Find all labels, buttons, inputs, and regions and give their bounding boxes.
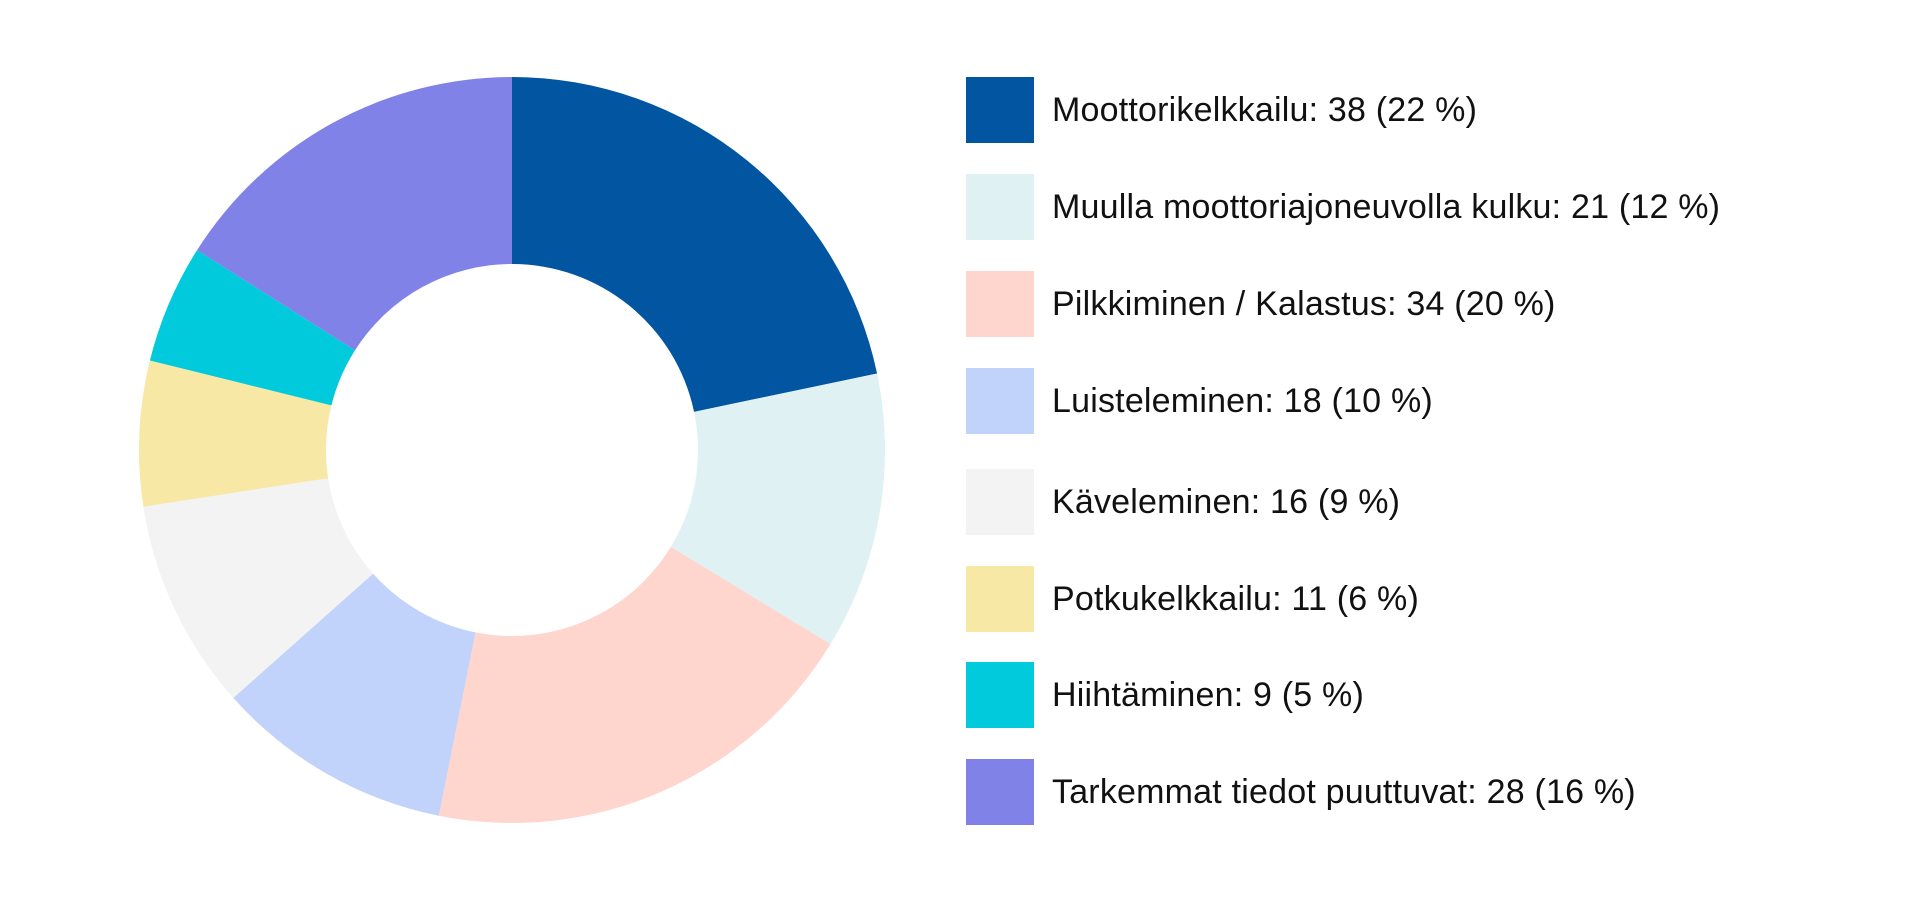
donut-slice-7 (149, 250, 355, 406)
legend-item: Luisteleminen: 18 (10 %) (966, 368, 1433, 434)
legend-label: Käveleminen: 16 (9 %) (1052, 482, 1401, 521)
donut-slice-4 (233, 573, 476, 816)
legend-label: Tarkemmat tiedot puuttuvat: 28 (16 %) (1052, 772, 1636, 811)
legend-label: Luisteleminen: 18 (10 %) (1052, 381, 1433, 420)
legend-swatch (966, 469, 1034, 535)
donut-slice-3 (438, 546, 831, 823)
legend-label: Potkukelkkailu: 11 (6 %) (1052, 579, 1419, 618)
legend-swatch (966, 77, 1034, 143)
legend-item: Pilkkiminen / Kalastus: 34 (20 %) (966, 271, 1556, 337)
legend-label: Muulla moottoriajoneuvolla kulku: 21 (12… (1052, 187, 1721, 226)
legend-swatch (966, 759, 1034, 825)
donut-svg (139, 77, 885, 823)
donut-slice-8 (197, 77, 513, 351)
donut-slice-1 (512, 77, 878, 412)
legend-swatch (966, 368, 1034, 434)
legend-swatch (966, 271, 1034, 337)
legend-item: Hiihtäminen: 9 (5 %) (966, 662, 1364, 728)
legend-item: Tarkemmat tiedot puuttuvat: 28 (16 %) (966, 759, 1636, 825)
legend-item: Potkukelkkailu: 11 (6 %) (966, 566, 1419, 632)
legend-label: Moottorikelkkailu: 38 (22 %) (1052, 90, 1478, 129)
donut-slice-2 (670, 373, 885, 645)
donut-slice-5 (143, 478, 374, 698)
donut-slice-6 (139, 360, 332, 507)
legend-item: Moottorikelkkailu: 38 (22 %) (966, 77, 1477, 143)
legend-item: Käveleminen: 16 (9 %) (966, 469, 1400, 535)
legend-item: Muulla moottoriajoneuvolla kulku: 21 (12… (966, 174, 1720, 240)
legend-swatch (966, 566, 1034, 632)
legend-swatch (966, 174, 1034, 240)
legend-swatch (966, 662, 1034, 728)
legend-label: Hiihtäminen: 9 (5 %) (1052, 675, 1365, 714)
legend-label: Pilkkiminen / Kalastus: 34 (20 %) (1052, 284, 1556, 323)
